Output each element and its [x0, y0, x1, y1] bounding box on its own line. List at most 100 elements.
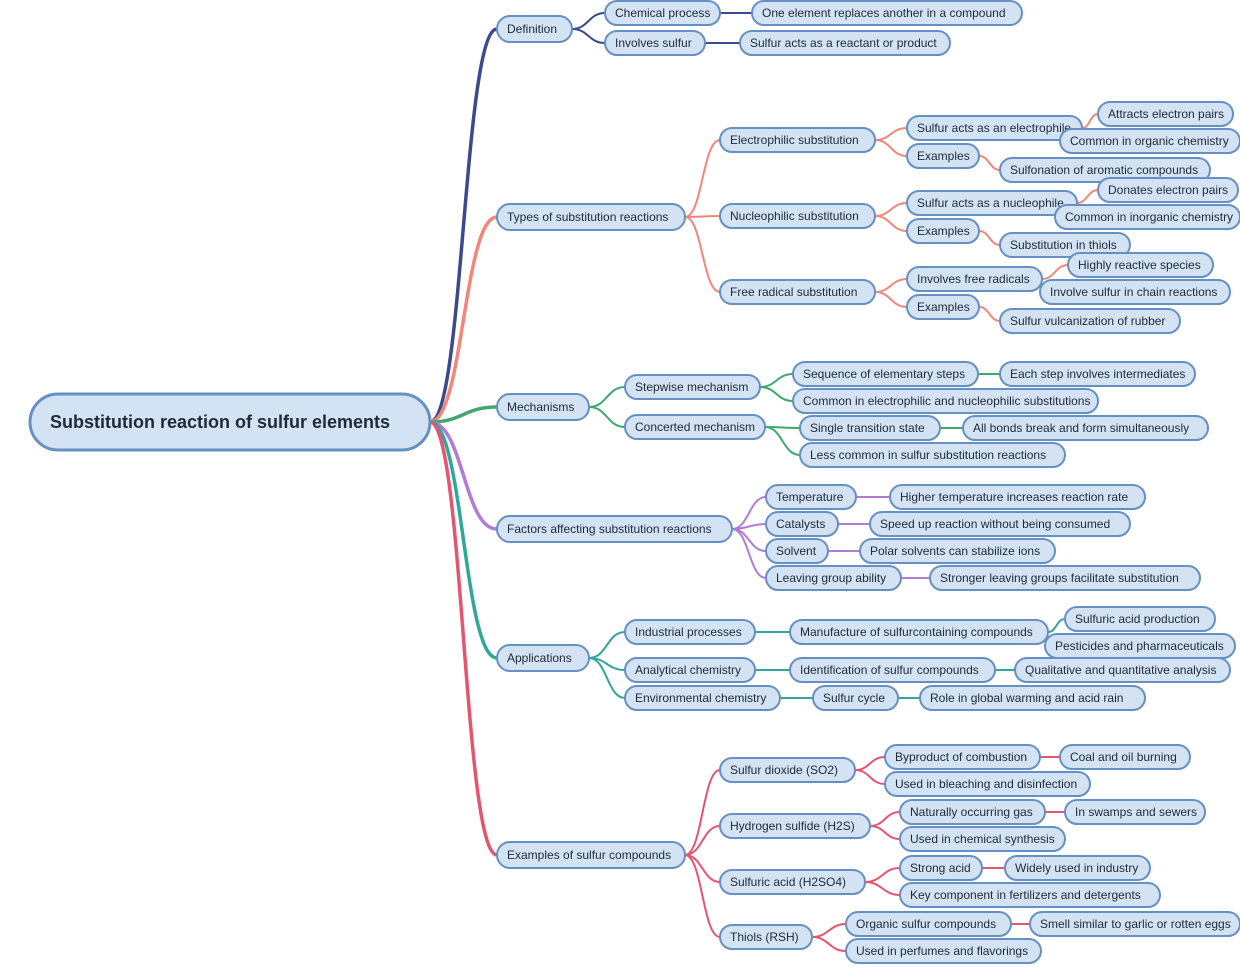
branch-5: Examples of sulfur compounds: [497, 842, 685, 868]
mindmap-canvas: Substitution reaction of sulfur elements…: [0, 0, 1240, 968]
branch-3-2: Solvent: [766, 539, 828, 563]
branch-1-0-1-0-label: Sulfonation of aromatic compounds: [1010, 163, 1198, 177]
branch-2-1-1: Less common in sulfur substitution react…: [800, 443, 1065, 467]
branch-5-2-0-label: Strong acid: [910, 861, 971, 875]
branch-2-1-0-0: All bonds break and form simultaneously: [963, 416, 1208, 440]
edge: [572, 13, 605, 29]
branch-4-0-0: Manufacture of sulfurcontaining compound…: [790, 620, 1048, 644]
branch-1-1-1-label: Examples: [917, 224, 970, 238]
edge: [572, 29, 605, 43]
branch-1-2-1-label: Examples: [917, 300, 970, 314]
branch-5-1-0: Naturally occurring gas: [900, 800, 1045, 824]
edge: [875, 128, 907, 140]
edge: [430, 217, 497, 422]
branch-2-1-0-0-label: All bonds break and form simultaneously: [973, 421, 1189, 435]
branch-5-3-1-label: Used in perfumes and flavorings: [856, 944, 1028, 958]
edge: [979, 231, 1000, 245]
branch-1-0-0-0-label: Attracts electron pairs: [1108, 107, 1224, 121]
edge: [589, 387, 625, 407]
branch-2-1: Concerted mechanism: [625, 415, 765, 439]
branch-1-2-1-0-label: Sulfur vulcanization of rubber: [1010, 314, 1165, 328]
branch-2-0-1-label: Common in electrophilic and nucleophilic…: [803, 394, 1090, 408]
edge: [812, 924, 846, 937]
branch-3: Factors affecting substitution reactions: [497, 516, 732, 542]
branch-4: Applications: [497, 645, 589, 671]
branch-3-1-0-label: Speed up reaction without being consumed: [880, 517, 1110, 531]
edge: [855, 757, 885, 770]
branch-5-2-label: Sulfuric acid (H2SO4): [730, 875, 846, 889]
branch-1-0: Electrophilic substitution: [720, 128, 875, 152]
branch-5-2-0-0: Widely used in industry: [1005, 856, 1150, 880]
edge: [430, 422, 497, 855]
branch-4-0-label: Industrial processes: [635, 625, 742, 639]
branch-1-2-0-label: Involves free radicals: [917, 272, 1030, 286]
branch-0-0-0: One element replaces another in a compou…: [752, 1, 1022, 25]
edge: [589, 407, 625, 427]
branch-4-2-label: Environmental chemistry: [635, 691, 766, 705]
branch-2-0-0: Sequence of elementary steps: [793, 362, 978, 386]
edge: [875, 216, 907, 231]
branch-4-0-0-1: Pesticides and pharmaceuticals: [1045, 634, 1235, 658]
branch-2-label: Mechanisms: [507, 400, 574, 414]
branch-1-1: Nucleophilic substitution: [720, 204, 875, 228]
branch-1-0-0-0: Attracts electron pairs: [1098, 102, 1233, 126]
edge: [760, 374, 793, 387]
edge: [1082, 114, 1098, 128]
branch-5-0: Sulfur dioxide (SO2): [720, 758, 855, 782]
edge: [979, 307, 1000, 321]
branch-1-1-0-1: Common in inorganic chemistry: [1055, 205, 1240, 229]
edge: [875, 292, 907, 307]
branch-0-1-0: Sulfur acts as a reactant or product: [740, 31, 950, 55]
edge: [875, 140, 907, 156]
branch-4-1-label: Analytical chemistry: [635, 663, 741, 677]
branch-1-0-1-label: Examples: [917, 149, 970, 163]
branch-3-3-0-label: Stronger leaving groups facilitate subst…: [940, 571, 1179, 585]
branch-4-2-0-0-label: Role in global warming and acid rain: [930, 691, 1123, 705]
branch-5-label: Examples of sulfur compounds: [507, 848, 671, 862]
edge: [875, 279, 907, 292]
branch-3-0-label: Temperature: [776, 490, 844, 504]
branch-0-0-0-label: One element replaces another in a compou…: [762, 6, 1006, 20]
branch-3-0-0: Higher temperature increases reaction ra…: [890, 485, 1145, 509]
branch-3-2-0-label: Polar solvents can stabilize ions: [870, 544, 1040, 558]
branch-5-3-0: Organic sulfur compounds: [846, 912, 1011, 936]
edge: [979, 156, 1000, 170]
branch-5-0-0-label: Byproduct of combustion: [895, 750, 1027, 764]
branch-5-1-1: Used in chemical synthesis: [900, 827, 1065, 851]
branch-4-1-0: Identification of sulfur compounds: [790, 658, 995, 682]
branch-3-1-0: Speed up reaction without being consumed: [870, 512, 1130, 536]
branch-5-1-0-0-label: In swamps and sewers: [1075, 805, 1197, 819]
branch-1-0-0-1-label: Common in organic chemistry: [1070, 134, 1229, 148]
branch-4-0-0-0: Sulfuric acid production: [1065, 607, 1215, 631]
edge: [865, 868, 900, 882]
edge: [870, 826, 900, 839]
branch-1-2-0-1-label: Involve sulfur in chain reactions: [1050, 285, 1217, 299]
root-node: Substitution reaction of sulfur elements: [30, 394, 430, 450]
branch-2-0-0-label: Sequence of elementary steps: [803, 367, 965, 381]
edge: [589, 632, 625, 658]
edge: [765, 427, 800, 455]
branch-1-1-1-0-label: Substitution in thiols: [1010, 238, 1117, 252]
branch-1-1-label: Nucleophilic substitution: [730, 209, 859, 223]
branch-0: Definition: [497, 16, 572, 42]
branch-1-2-0-0-label: Highly reactive species: [1078, 258, 1201, 272]
branch-5-0-1: Used in bleaching and disinfection: [885, 772, 1090, 796]
edge: [1048, 619, 1065, 632]
branch-3-label: Factors affecting substitution reactions: [507, 522, 712, 536]
branch-4-2-0-label: Sulfur cycle: [823, 691, 885, 705]
branch-0-1-0-label: Sulfur acts as a reactant or product: [750, 36, 937, 50]
branch-3-2-label: Solvent: [776, 544, 817, 558]
branch-5-0-1-label: Used in bleaching and disinfection: [895, 777, 1077, 791]
branch-4-1-0-0-label: Qualitative and quantitative analysis: [1025, 663, 1216, 677]
edge: [1077, 190, 1098, 203]
edge: [865, 882, 900, 895]
edge: [1042, 265, 1068, 279]
branch-4-2-0: Sulfur cycle: [813, 686, 898, 710]
branch-5-2: Sulfuric acid (H2SO4): [720, 870, 865, 894]
branch-1-0-0-label: Sulfur acts as an electrophile: [917, 121, 1071, 135]
edge: [732, 529, 766, 578]
branch-4-0-0-1-label: Pesticides and pharmaceuticals: [1055, 639, 1224, 653]
branch-5-2-0-0-label: Widely used in industry: [1015, 861, 1138, 875]
branch-1-0-label: Electrophilic substitution: [730, 133, 859, 147]
branch-5-3-1: Used in perfumes and flavorings: [846, 939, 1041, 963]
